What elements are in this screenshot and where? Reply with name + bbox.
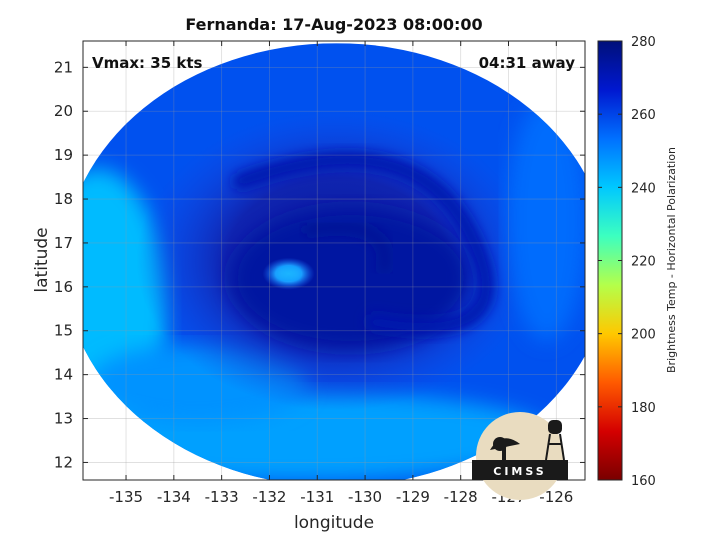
colorbar-tick-label: 260 bbox=[631, 108, 656, 123]
edge-east bbox=[506, 100, 585, 341]
x-tick-label: -135 bbox=[109, 488, 143, 506]
colorbar-tick-label: 280 bbox=[631, 35, 656, 50]
x-tick-label: -126 bbox=[539, 488, 573, 506]
storm-core-inner bbox=[230, 208, 471, 349]
vmax-annotation: Vmax: 35 kts bbox=[92, 54, 202, 72]
x-tick-label: -132 bbox=[252, 488, 286, 506]
y-tick-label: 16 bbox=[54, 278, 73, 296]
x-axis-label: longitude bbox=[294, 513, 374, 533]
y-tick-label: 18 bbox=[54, 190, 73, 208]
colorbar-tick-label: 200 bbox=[631, 328, 656, 343]
x-tick-label: -134 bbox=[157, 488, 191, 506]
grid bbox=[83, 41, 585, 480]
y-tick-label: 14 bbox=[54, 366, 73, 384]
colorbar-tick-label: 160 bbox=[631, 474, 656, 489]
y-tick-label: 17 bbox=[54, 234, 73, 252]
chart-title: Fernanda: 17-Aug-2023 08:00:00 bbox=[185, 15, 482, 34]
time-away-annotation: 04:31 away bbox=[479, 54, 576, 72]
colorbar-label: Brightness Temp - Horizontal Polarizatio… bbox=[665, 147, 678, 373]
x-tick-label: -133 bbox=[205, 488, 239, 506]
cimss-logo-text: CIMSS bbox=[493, 465, 546, 478]
colorbar-tick-label: 180 bbox=[631, 401, 656, 416]
x-tick-label: -128 bbox=[444, 488, 478, 506]
swath-image bbox=[83, 43, 585, 480]
x-tick-label: -130 bbox=[348, 488, 382, 506]
y-tick-label: 13 bbox=[54, 410, 73, 428]
y-tick-label: 15 bbox=[54, 322, 73, 340]
y-axis-label: latitude bbox=[32, 227, 52, 292]
x-tick-label: -129 bbox=[396, 488, 430, 506]
x-tick-label: -131 bbox=[300, 488, 334, 506]
y-tick-label: 20 bbox=[54, 102, 73, 120]
colorbar-tick-label: 240 bbox=[631, 181, 656, 196]
colorbar-tick-label: 220 bbox=[631, 255, 656, 270]
y-tick-label: 19 bbox=[54, 146, 73, 164]
cimss-logo: CIMSS bbox=[472, 412, 568, 500]
x-axis-ticks: -135-134-133-132-131-130-129-128-127-126 bbox=[109, 41, 573, 506]
y-axis-ticks: 12 13 14 15 16 17 18 19 20 21 bbox=[54, 58, 585, 471]
colorbar-ticks: 160 180 200 220 240 260 280 bbox=[598, 35, 656, 489]
spiral-band-north bbox=[232, 151, 494, 335]
y-tick-label: 21 bbox=[54, 58, 73, 76]
cold-spot-core bbox=[278, 267, 299, 280]
axes-frame bbox=[82, 40, 586, 481]
spiral-band-inner bbox=[302, 222, 391, 275]
y-tick-label: 12 bbox=[54, 453, 73, 471]
